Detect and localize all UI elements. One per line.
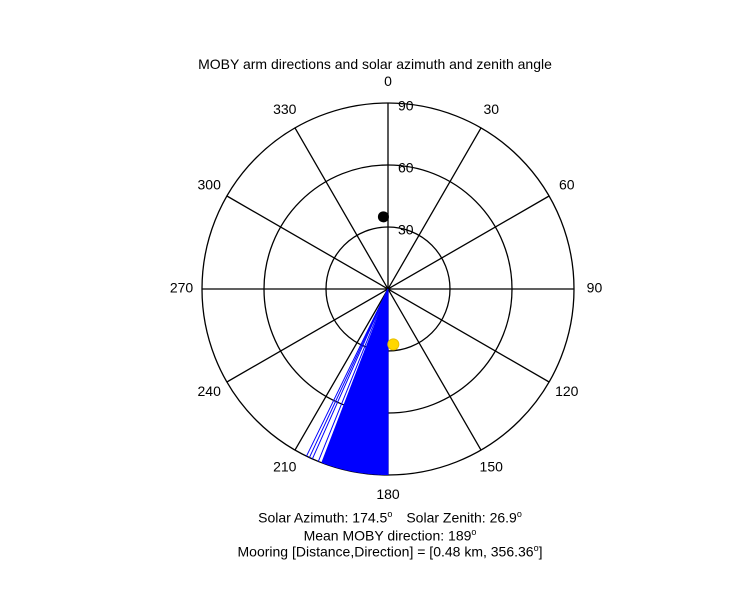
angle-tick-label: 210 (273, 459, 297, 475)
arm-line (377, 288, 389, 475)
mooring-line: Mooring [Distance,Direction] = [0.48 km,… (150, 543, 630, 560)
solar-zenith-label: Solar Zenith: 26.9 (406, 509, 517, 526)
angle-tick-label: 240 (198, 383, 222, 399)
angle-tick-label: 150 (480, 459, 504, 475)
arm-line (333, 288, 389, 468)
radial-tick-label: 60 (398, 160, 414, 176)
angle-tick-label: 180 (376, 486, 400, 502)
arm-line (323, 288, 389, 464)
moby-arm-lines (306, 288, 389, 475)
arm-line (342, 288, 389, 470)
angle-tick-labels: 0 30 60 90 120 150 180 210 240 270 300 330 (170, 73, 603, 502)
arm-line (345, 288, 389, 471)
arm-line (311, 288, 389, 460)
arm-line (306, 288, 389, 457)
arm-line (364, 288, 389, 474)
mooring-label-end: ] (538, 543, 543, 560)
solar-azimuth-label: Solar Azimuth: 174.5 (258, 509, 388, 526)
arm-line (384, 288, 389, 475)
arm-line (368, 288, 389, 475)
arm-line (355, 288, 389, 473)
arm-line (358, 288, 389, 473)
arm-line (371, 288, 389, 475)
arm-line (374, 288, 389, 475)
sun-position-marker (387, 338, 400, 351)
angle-tick-label: 60 (559, 176, 575, 192)
arm-line (330, 288, 389, 467)
arm-line (336, 288, 389, 468)
radial-tick-labels: 90 60 30 (398, 98, 414, 238)
chart-title: MOBY arm directions and solar azimuth an… (198, 56, 552, 72)
mooring-marker (377, 211, 389, 223)
arm-line (308, 288, 389, 458)
mean-direction-label: Mean MOBY direction: 189 (303, 527, 472, 544)
solar-info-line: Solar Azimuth: 174.5o Solar Zenith: 26.9o (150, 509, 630, 526)
arm-line (361, 288, 389, 474)
angle-tick-label: 0 (384, 73, 392, 89)
arm-line (381, 288, 389, 475)
degree-symbol: o (387, 509, 393, 519)
radial-tick-label: 30 (398, 222, 414, 238)
arm-line (339, 288, 389, 469)
angle-tick-label: 270 (170, 280, 194, 296)
angle-tick-label: 30 (483, 101, 499, 117)
mooring-label: Mooring [Distance,Direction] = [0.48 km,… (237, 543, 534, 560)
angle-tick-label: 90 (587, 280, 603, 296)
angle-tick-label: 300 (198, 176, 222, 192)
degree-symbol: o (533, 543, 539, 553)
arm-line (317, 288, 389, 462)
angle-tick-label: 330 (273, 101, 297, 117)
angle-tick-label: 120 (555, 383, 579, 399)
degree-symbol: o (516, 509, 522, 519)
chart-markers (377, 211, 400, 351)
radial-tick-label: 90 (398, 98, 414, 114)
arm-line (348, 288, 389, 472)
mean-direction-line: Mean MOBY direction: 189o (150, 527, 630, 544)
degree-symbol: o (471, 527, 477, 537)
arm-line (352, 288, 389, 472)
